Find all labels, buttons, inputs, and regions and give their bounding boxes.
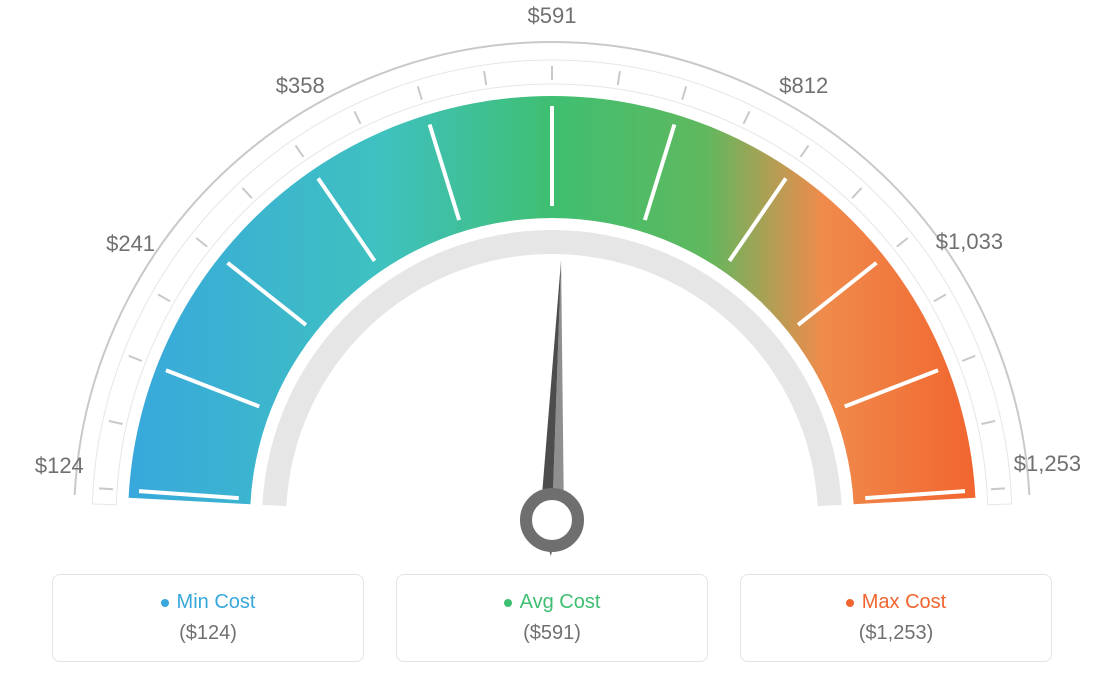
gauge-tick-label: $1,033 [936,229,1003,255]
legend-title-min: Min Cost [161,591,256,614]
legend-title-text: Min Cost [177,591,256,614]
gauge-tick-label: $1,253 [1014,451,1081,477]
cost-gauge-widget: $124 $241 $358 $591 $812 $1,033 $1,253 Min Cos… [0,0,1104,690]
dot-icon [846,599,854,607]
legend-value-avg: ($591) [523,622,581,645]
gauge-tick-label: $812 [779,73,828,99]
gauge-svg [0,0,1104,560]
legend-row: Min Cost ($124) Avg Cost ($591) Max Cost… [0,574,1104,662]
legend-title-max: Max Cost [846,591,946,614]
gauge-tick-label: $358 [276,73,325,99]
legend-card-min: Min Cost ($124) [52,574,364,662]
gauge-tick-label: $591 [528,3,577,29]
legend-card-max: Max Cost ($1,253) [740,574,1052,662]
legend-title-text: Max Cost [862,591,946,614]
gauge-area: $124 $241 $358 $591 $812 $1,033 $1,253 [0,0,1104,560]
legend-title-text: Avg Cost [520,591,601,614]
legend-value-max: ($1,253) [859,622,934,645]
legend-card-avg: Avg Cost ($591) [396,574,708,662]
dot-icon [504,599,512,607]
gauge-tick-label: $124 [35,453,84,479]
dot-icon [161,599,169,607]
legend-value-min: ($124) [179,622,237,645]
gauge-tick-label: $241 [106,231,155,257]
legend-title-avg: Avg Cost [504,591,601,614]
